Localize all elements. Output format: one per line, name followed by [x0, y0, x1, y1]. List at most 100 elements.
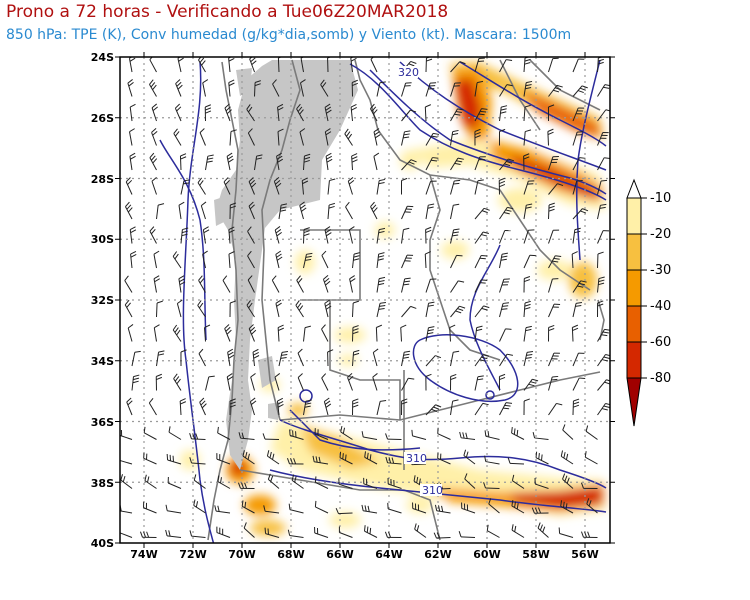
wind-barb — [124, 299, 133, 318]
wind-barb — [321, 324, 329, 342]
wind-barb — [523, 229, 535, 244]
legend-label-30: -30 — [650, 263, 671, 278]
wind-barb — [597, 251, 604, 269]
lat-lon-grid — [120, 57, 610, 543]
wind-barb — [275, 299, 282, 318]
wind-barb — [572, 85, 588, 97]
wind-barb — [523, 350, 534, 367]
wind-barb — [384, 531, 402, 538]
wind-barb — [276, 397, 284, 416]
wind-barb — [296, 103, 304, 122]
wind-barb — [272, 79, 280, 97]
wind-barb — [222, 275, 231, 293]
wind-barb — [376, 81, 386, 97]
wind-barb — [237, 482, 255, 489]
wind-barb — [450, 179, 461, 195]
lat-label-26s: 26S — [91, 112, 114, 125]
wind-barb — [327, 178, 336, 195]
wind-barb — [124, 275, 133, 293]
wind-barb — [202, 79, 209, 97]
wind-barb — [178, 275, 186, 293]
wind-barb — [205, 375, 215, 391]
wind-barb — [247, 226, 255, 244]
wind-barb — [437, 452, 451, 465]
wind-barb — [531, 507, 549, 514]
wind-barb — [572, 227, 581, 244]
wind-barb — [324, 226, 332, 244]
wind-barb — [597, 57, 605, 73]
topography-mask — [214, 60, 358, 470]
wind-barb — [143, 501, 157, 514]
wind-barb — [523, 276, 531, 293]
wind-barb — [264, 527, 280, 538]
wind-barb — [205, 154, 214, 171]
wind-barb — [344, 128, 353, 146]
wind-barb — [401, 377, 415, 391]
wind-barb — [289, 429, 304, 440]
wind-barb — [547, 128, 554, 146]
wind-barb — [246, 104, 255, 122]
lat-label-38s: 38S — [91, 477, 114, 490]
wind-barb — [464, 473, 476, 489]
wind-barb — [127, 324, 134, 342]
wind-barb — [238, 432, 255, 440]
wind-barb — [177, 57, 184, 73]
wind-barb — [486, 524, 500, 538]
wind-barb — [174, 103, 182, 122]
wind-barb — [483, 482, 500, 489]
wind-barb — [263, 505, 280, 514]
lon-label-58w: 58W — [522, 548, 549, 561]
wind-barb — [411, 429, 427, 440]
wind-barb — [474, 128, 481, 146]
wind-barb — [523, 180, 535, 195]
wind-barb — [511, 499, 525, 514]
wind-barb — [401, 130, 411, 146]
wind-barb — [401, 109, 417, 122]
wind-barb — [376, 276, 386, 293]
wind-barb — [180, 349, 187, 367]
wind-barb — [277, 128, 284, 146]
wind-barb — [173, 128, 182, 146]
wind-barb — [303, 399, 312, 416]
wind-barb — [127, 79, 134, 97]
wind-barb — [352, 398, 359, 416]
wind-barb — [274, 226, 282, 244]
wind-barb — [126, 397, 133, 416]
wind-barb — [254, 80, 261, 97]
wind-barb — [580, 482, 598, 489]
wind-barb — [120, 532, 133, 538]
wind-barb — [151, 103, 159, 122]
wind-barb — [273, 177, 282, 195]
wind-barb — [130, 250, 137, 269]
wind-barb — [597, 300, 604, 318]
wind-barb — [597, 276, 605, 293]
wind-barb — [180, 179, 190, 195]
wind-barb — [499, 59, 513, 73]
wind-barb — [572, 58, 585, 73]
wind-barb — [488, 498, 500, 514]
wind-barb — [129, 103, 136, 122]
wind-barb — [401, 159, 417, 171]
wind-barb — [401, 205, 414, 220]
wind-barb — [229, 300, 237, 318]
wind-barb — [548, 84, 563, 97]
contour-label-320: 320 — [398, 66, 419, 79]
colorbar-bottom-arrow — [626, 377, 642, 427]
wind-barb — [450, 350, 460, 367]
wind-barb — [474, 354, 490, 367]
wind-barb — [153, 250, 160, 269]
wind-barb — [249, 397, 257, 416]
wind-barb — [401, 254, 414, 269]
wind-barb — [523, 80, 533, 97]
lat-label-40s: 40S — [91, 537, 114, 550]
lat-label-24s: 24S — [91, 51, 114, 64]
wind-barb — [325, 152, 333, 171]
wind-barb — [463, 449, 476, 465]
wind-barb — [193, 499, 206, 514]
wind-barb — [156, 300, 163, 318]
wind-barb — [499, 402, 513, 416]
wind-barb — [434, 504, 451, 514]
wind-barb — [597, 328, 610, 342]
wind-barb — [153, 324, 160, 342]
wind-barb — [248, 201, 255, 220]
